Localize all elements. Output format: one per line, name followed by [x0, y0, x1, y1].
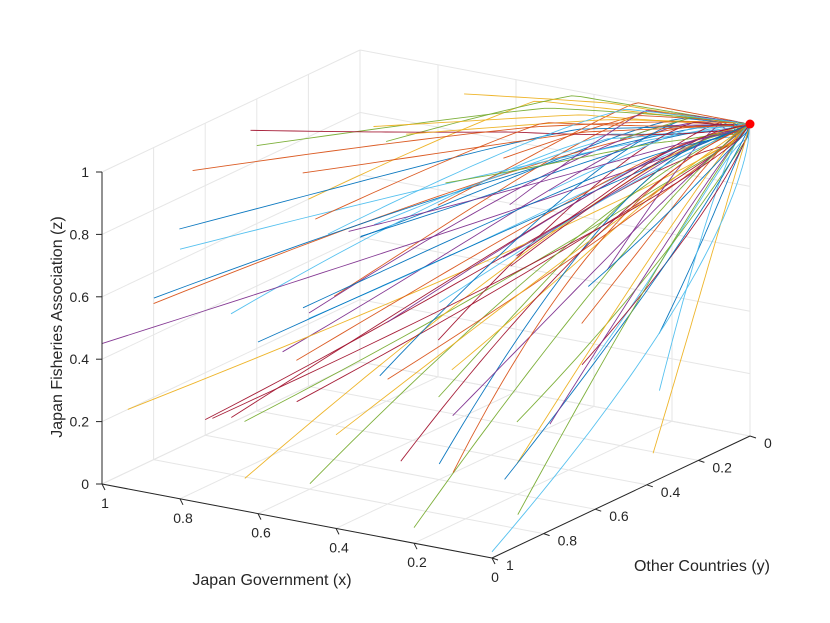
trajectory-line: [504, 123, 751, 480]
y-tick-mark: [543, 533, 550, 537]
x-tick-label: 1: [101, 495, 109, 511]
trajectory-line: [445, 123, 751, 184]
trajectory-line: [335, 123, 751, 436]
z-axis-label: Japan Fisheries Association (z): [49, 216, 66, 437]
y-axis-label: Other Countries (y): [634, 558, 770, 575]
floor-grid-line: [308, 385, 699, 461]
y-tick-mark: [646, 484, 653, 488]
trajectory-line: [101, 123, 751, 345]
trajectory-line: [315, 122, 751, 220]
wall-grid-line: [101, 111, 361, 235]
y-tick-mark: [698, 459, 705, 463]
axes-layer: [96, 171, 757, 565]
z-tick-label: 0.6: [70, 289, 90, 305]
wall-grid-line: [359, 236, 751, 312]
z-tick-label: 1: [81, 164, 89, 180]
z-tick-label: 0.2: [70, 414, 90, 430]
z-tick-label: 0: [81, 476, 89, 492]
y-tick-mark: [749, 435, 757, 439]
trajectory-line: [509, 109, 751, 206]
wall-grid-line: [359, 299, 751, 375]
floor-grid-line: [335, 405, 595, 529]
trajectory-line: [387, 123, 751, 380]
trajectory-line: [250, 123, 751, 136]
trajectories-layer: [101, 93, 751, 553]
trajectory-line: [452, 123, 751, 473]
x-tick-label: 0: [491, 569, 499, 585]
trajectory-line: [327, 109, 751, 235]
floor-grid-line: [179, 376, 439, 500]
x-tick-mark: [179, 498, 184, 506]
floor-grid-line: [413, 420, 673, 544]
x-tick-label: 0.6: [251, 525, 271, 541]
trajectory-line: [348, 123, 751, 232]
wall-grid-line: [101, 361, 361, 485]
y-tick-mark: [491, 557, 499, 561]
trajectory-line: [452, 123, 751, 417]
trajectory-line: [588, 123, 751, 287]
floor-grid-line: [256, 410, 647, 486]
trajectory-line: [296, 123, 751, 403]
trajectory-line: [244, 123, 751, 479]
floor-grid-line: [257, 391, 517, 515]
y-tick-label: 0.4: [661, 484, 681, 500]
trajectory-line: [212, 123, 751, 419]
x-axis-label: Japan Government (x): [192, 572, 351, 589]
y-tick-label: 1: [506, 557, 514, 573]
wall-grid-line: [359, 361, 751, 437]
tick-labels-layer: 00.20.40.60.8100.20.40.60.8100.20.40.60.…: [70, 164, 772, 585]
y-tick-label: 0.6: [609, 508, 629, 524]
x-axis-line: [101, 483, 493, 559]
x-tick-label: 0.4: [329, 539, 349, 555]
y-tick-label: 0.8: [558, 533, 578, 549]
trajectory-line: [491, 123, 751, 553]
y-axis-line: [491, 435, 751, 559]
floor-grid-line: [205, 434, 596, 510]
y-tick-label: 0.2: [712, 459, 732, 475]
y-tick-label: 0: [764, 435, 772, 451]
x-tick-mark: [101, 483, 106, 491]
trajectory-line: [302, 123, 751, 309]
x-tick-mark: [413, 542, 418, 550]
trajectory-line: [439, 123, 751, 303]
trajectory-line: [652, 123, 751, 454]
wall-grid-line: [359, 111, 751, 187]
trajectory-line: [438, 123, 751, 465]
x-tick-mark: [335, 528, 340, 535]
wall-grid-line: [101, 236, 361, 360]
x-tick-label: 0.2: [407, 554, 427, 570]
x-tick-mark: [257, 513, 262, 520]
x-tick-label: 0.8: [173, 510, 193, 526]
wall-grid-line: [101, 49, 361, 173]
trajectory-line: [244, 123, 751, 422]
trajectory-line: [413, 123, 751, 528]
z-tick-label: 0.8: [70, 226, 90, 242]
y-tick-mark: [595, 508, 602, 512]
z-tick-label: 0.4: [70, 351, 90, 367]
equilibrium-point-marker: [745, 119, 755, 129]
trajectory-line: [510, 123, 751, 267]
floor-grid-line: [153, 459, 544, 535]
x-tick-mark: [491, 557, 496, 565]
wall-grid-line: [101, 299, 361, 423]
